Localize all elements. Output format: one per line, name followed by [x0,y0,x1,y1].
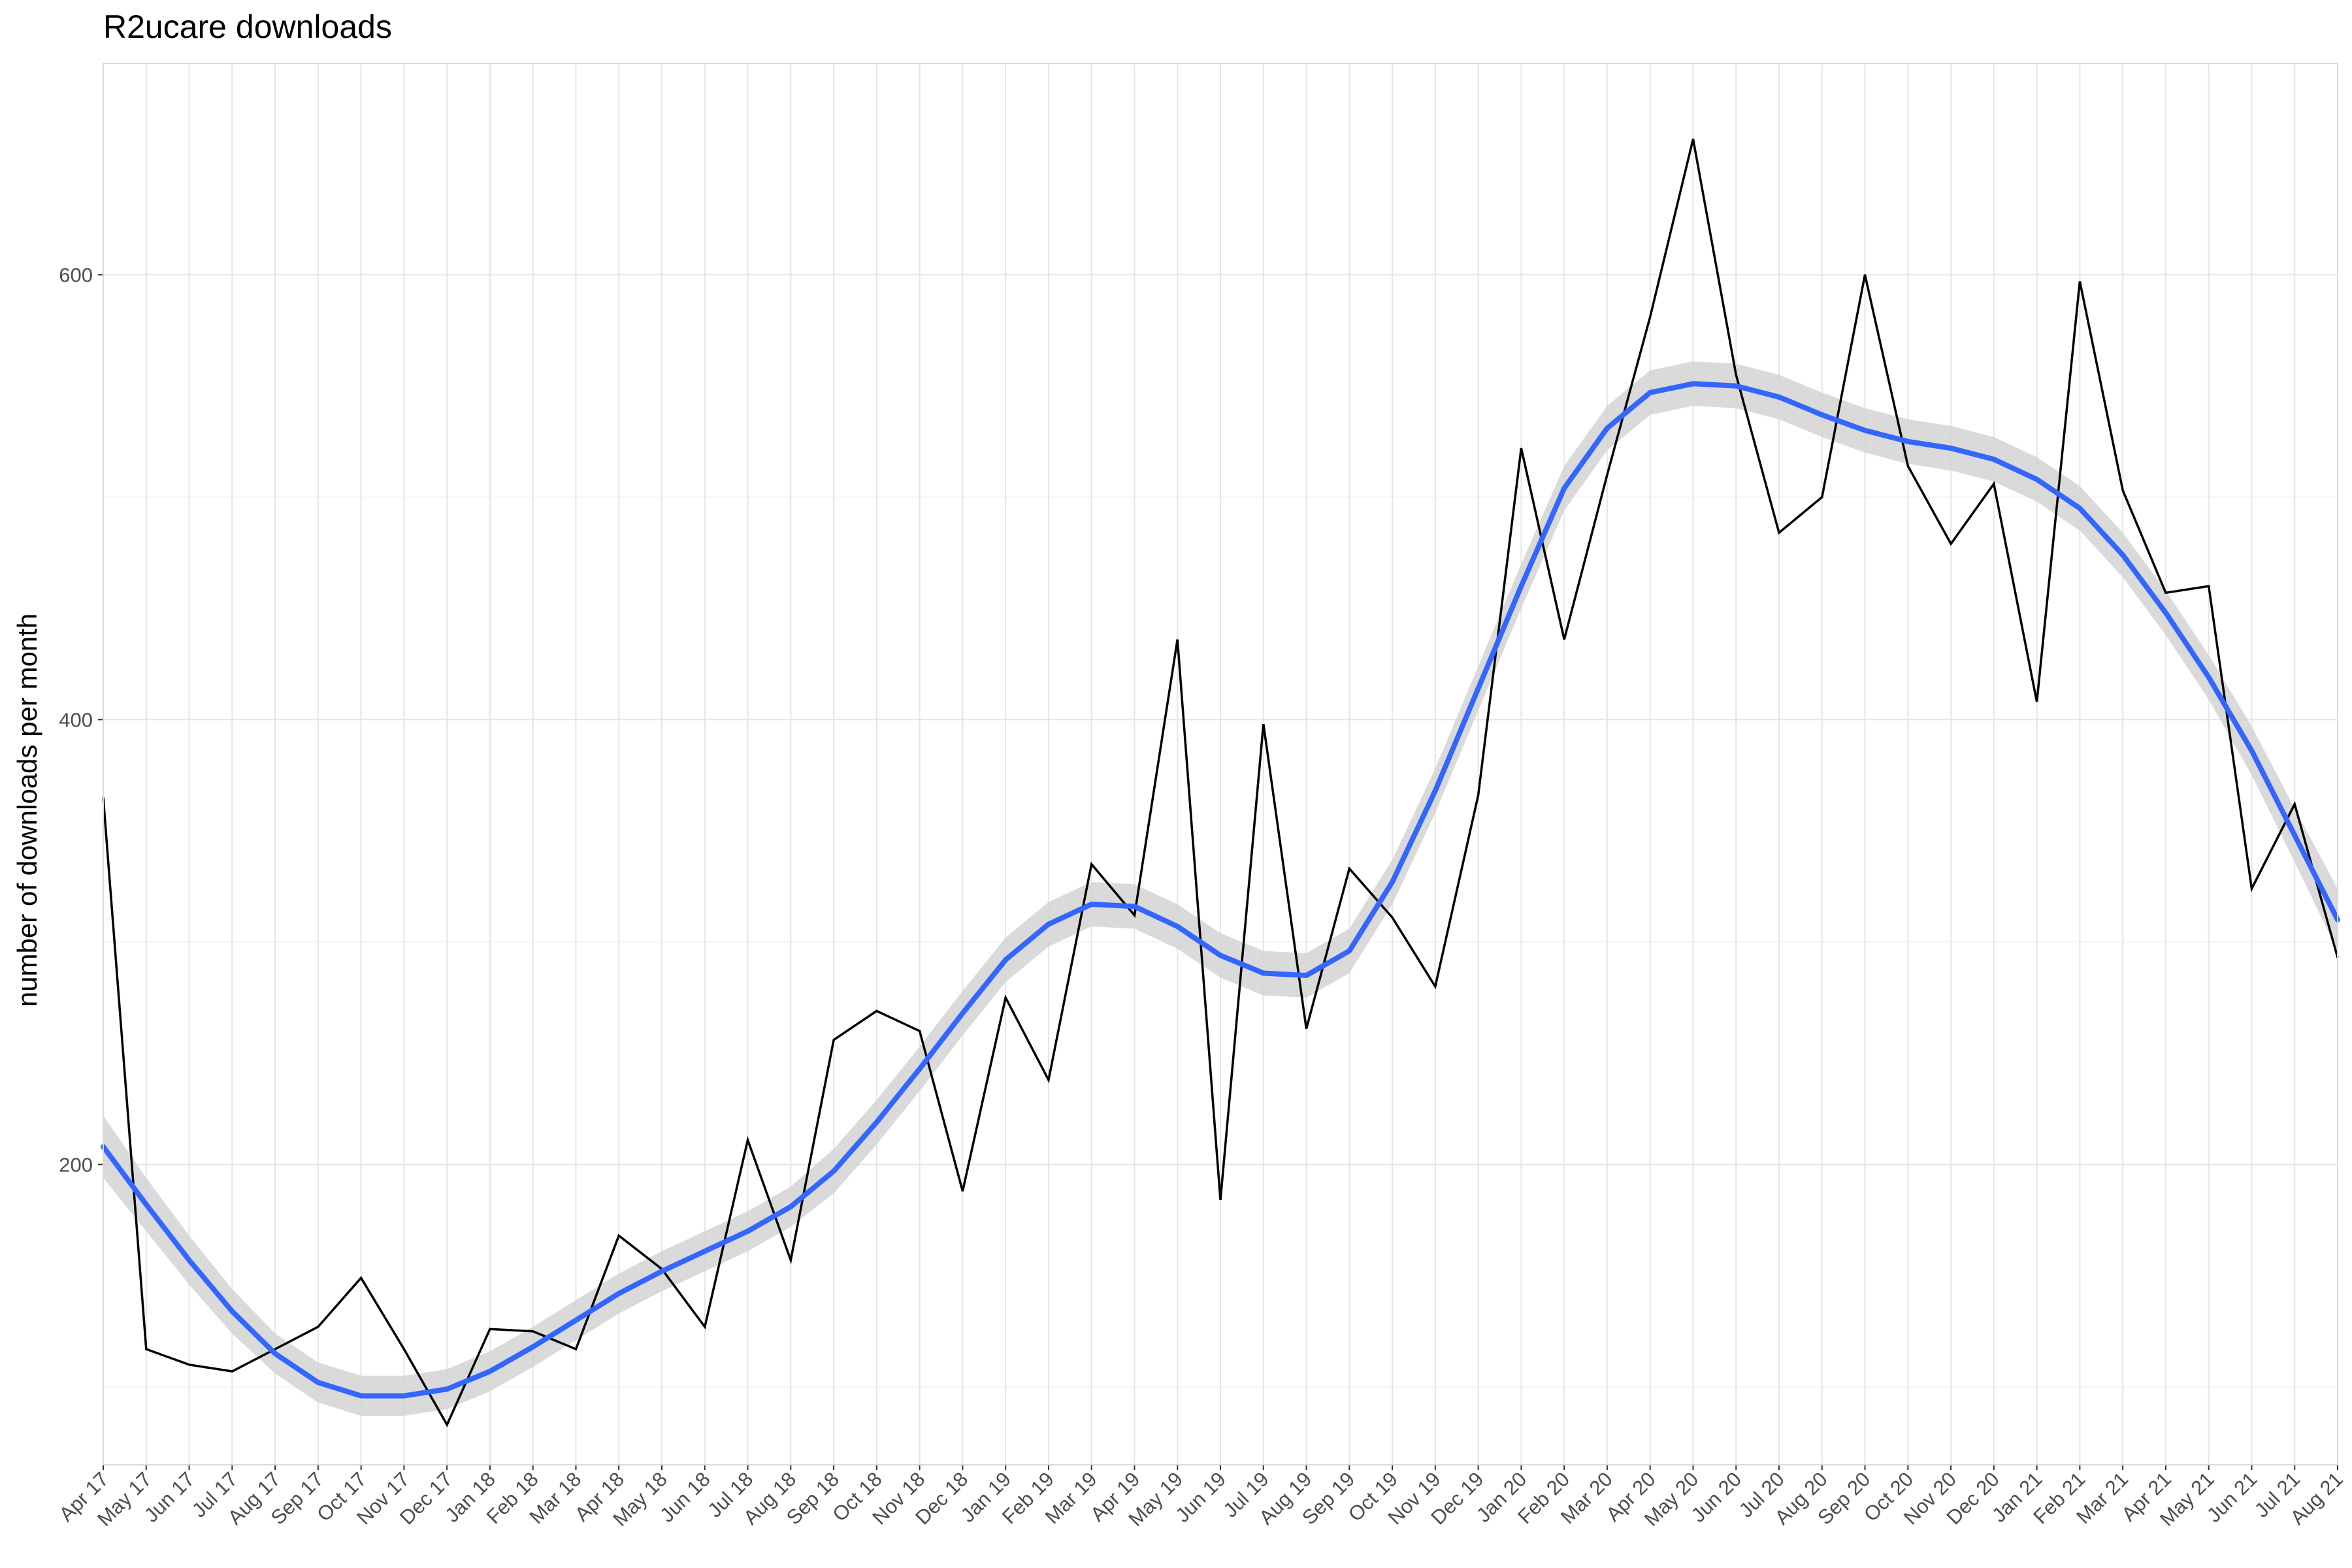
panel-border [103,63,2338,1465]
grid-major [103,63,2338,1465]
y-tick-label: 400 [59,708,93,731]
downloads-line-layer [102,139,2339,1428]
y-axis-label: number of downloads per month [12,613,42,1007]
y-axis-ticks: 200 400 600 [59,263,103,1176]
smooth-trend-line [101,381,2340,1399]
chart-title: R2ucare downloads [103,8,392,45]
y-tick-label: 200 [59,1153,93,1176]
smooth-line-layer [101,381,2340,1399]
y-tick-label: 600 [59,263,93,286]
